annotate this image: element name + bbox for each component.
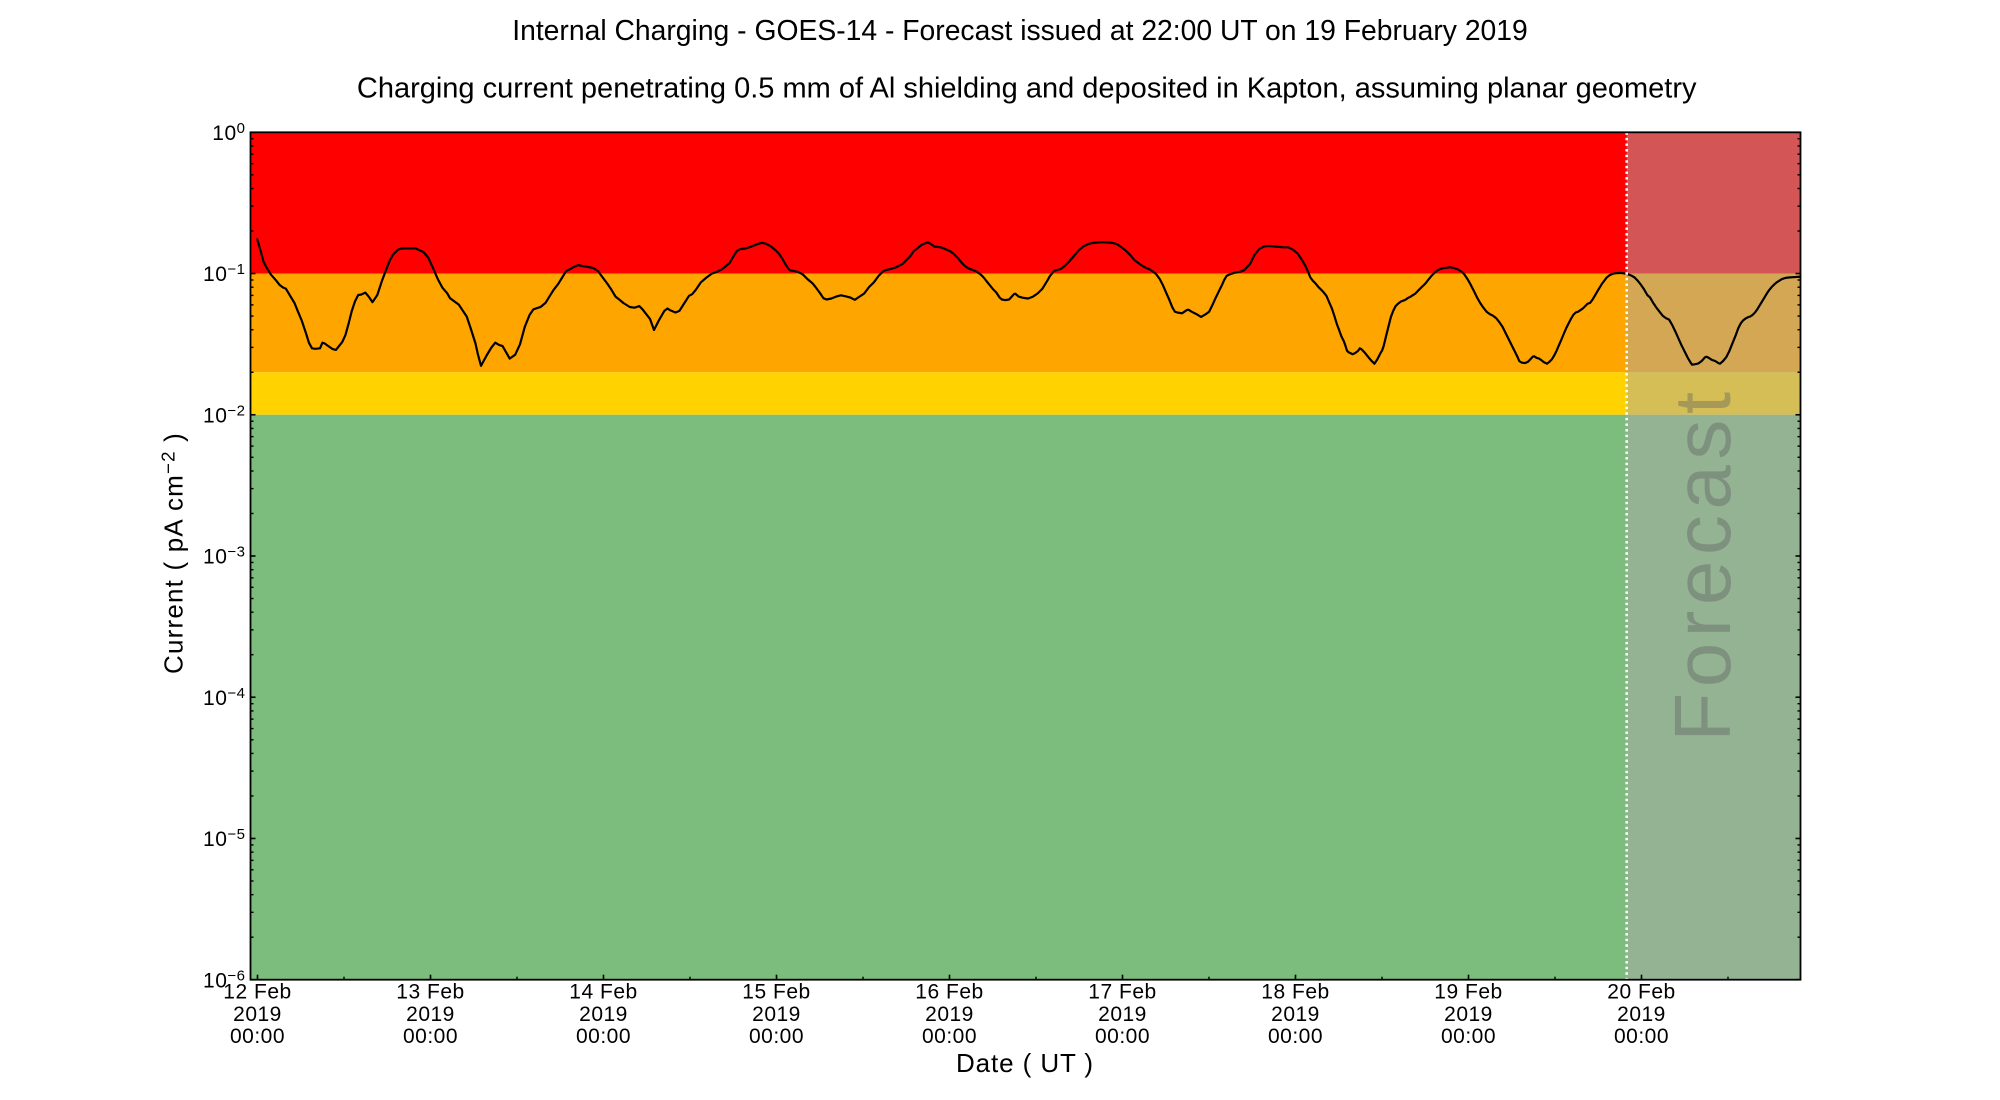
svg-text:100: 100: [212, 120, 245, 145]
svg-text:Charging current penetrating 0: Charging current penetrating 0.5 mm of A…: [357, 73, 1697, 105]
svg-text:10−2: 10−2: [203, 403, 245, 428]
svg-text:Internal Charging - GOES-14 -: Internal Charging - GOES-14 - Forecast i…: [512, 14, 1528, 46]
svg-text:10−3: 10−3: [203, 544, 245, 569]
svg-text:10−1: 10−1: [203, 261, 245, 286]
svg-text:Forecast: Forecast: [1658, 386, 1747, 741]
svg-text:10−6: 10−6: [203, 967, 245, 992]
svg-text:10−5: 10−5: [203, 826, 245, 851]
svg-text:10−4: 10−4: [203, 685, 245, 710]
svg-text:Date ( UT ): Date ( UT ): [956, 1048, 1094, 1078]
